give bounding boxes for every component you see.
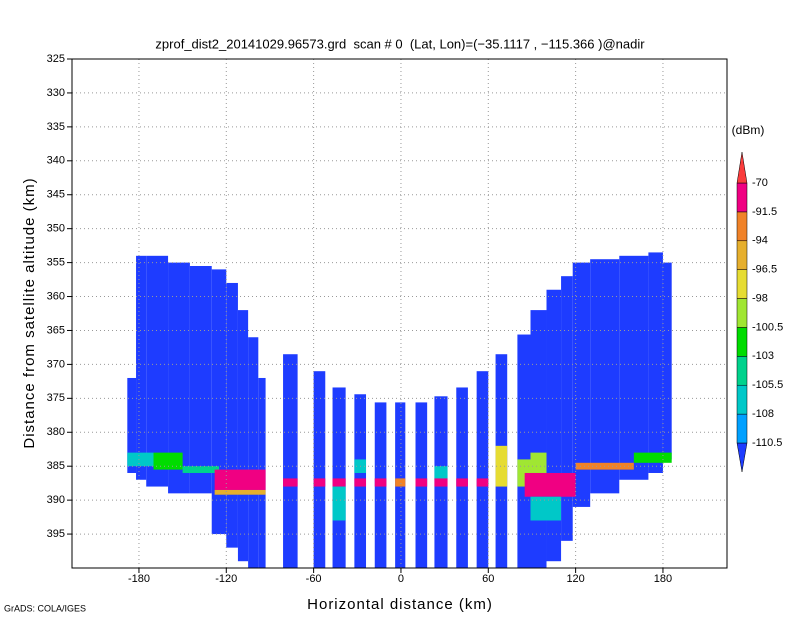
colorbar-tick-label: -91.5 [752, 206, 777, 218]
colorbar-tick-label: -105.5 [752, 379, 783, 391]
cell [530, 452, 547, 473]
cell [214, 489, 266, 495]
chart-title: zprof_dist2_20141029.96573.grd scan # 0 … [155, 36, 645, 51]
y-tick-label: 395 [47, 528, 65, 540]
plot-area [127, 252, 672, 568]
y-tick-label: 330 [47, 87, 65, 99]
cell [434, 478, 448, 487]
cell [633, 452, 672, 463]
cell [395, 478, 406, 487]
y-tick-label: 340 [47, 155, 65, 167]
cell [524, 472, 576, 497]
cell [313, 371, 326, 568]
colorbar-tick-label: -100.5 [752, 321, 783, 333]
colorbar-label: (dBm) [732, 123, 765, 137]
colorbar-segment [736, 269, 748, 299]
cell [332, 478, 346, 487]
cell [332, 387, 346, 568]
cell [456, 387, 468, 568]
cell [456, 478, 468, 487]
y-tick-label: 390 [47, 494, 65, 506]
cell [332, 486, 346, 521]
colorbar-segment [736, 384, 748, 415]
colorbar-segment [736, 442, 748, 473]
cell [136, 255, 147, 480]
cell [572, 262, 591, 507]
cell [354, 478, 367, 487]
colorbar-tick-label: -98 [752, 292, 768, 304]
x-tick-label: 180 [654, 573, 672, 585]
colorbar-tick-label: -70 [752, 177, 768, 189]
footer: GrADS: COLA/IGES [4, 603, 86, 613]
colorbar-segment [736, 356, 748, 386]
cell [127, 452, 154, 467]
colorbar-tick-label: -108 [752, 408, 774, 420]
colorbar-tick-label: -96.5 [752, 264, 777, 276]
x-tick-label: -60 [306, 573, 322, 585]
x-tick-label: 60 [482, 573, 494, 585]
cell [434, 466, 448, 480]
y-tick-label: 385 [47, 460, 65, 472]
cell [153, 452, 183, 470]
y-tick-label: 335 [47, 121, 65, 133]
x-tick-label: 0 [398, 573, 404, 585]
cell [374, 478, 387, 487]
y-tick-label: 345 [47, 189, 65, 201]
y-tick-label: 325 [47, 53, 65, 65]
y-tick-label: 360 [47, 290, 65, 302]
colorbar-segment [736, 151, 748, 184]
cell [226, 282, 238, 548]
x-tick-label: 120 [566, 573, 584, 585]
colorbar-segment [736, 327, 748, 357]
cell [248, 337, 259, 568]
colorbar-segment [736, 211, 748, 242]
cell [283, 478, 298, 487]
cell [182, 466, 220, 473]
cell [214, 469, 266, 490]
colorbar-segment [736, 240, 748, 270]
frame [71, 58, 728, 569]
x-axis-label: Horizontal distance (km) [307, 596, 493, 613]
cell [662, 262, 672, 460]
cell [415, 478, 428, 487]
cell [146, 255, 169, 487]
colorbar-tick-label: -110.5 [752, 437, 782, 449]
colorbar-segment [736, 413, 748, 444]
x-tick-label: -180 [128, 573, 150, 585]
y-tick-label: 370 [47, 358, 65, 370]
colorbar-segment [736, 182, 748, 213]
colorbar-segment [736, 298, 748, 328]
cell [237, 310, 249, 562]
cell [648, 252, 663, 473]
cell [590, 259, 620, 494]
y-tick-label: 380 [47, 426, 65, 438]
cell [530, 310, 547, 568]
cell [476, 371, 489, 568]
cell [189, 265, 212, 494]
colorbar-tick-label: -103 [752, 350, 774, 362]
x-tick-label: -120 [215, 573, 237, 585]
y-tick-label: 375 [47, 392, 65, 404]
y-tick-label: 355 [47, 257, 65, 269]
cell [283, 354, 298, 568]
cell [495, 445, 508, 487]
cell [313, 478, 326, 487]
cell [127, 377, 137, 473]
y-tick-label: 350 [47, 223, 65, 235]
cell [530, 496, 562, 521]
y-tick-label: 365 [47, 324, 65, 336]
y-axis-label: Distance from satellite altitude (km) [21, 177, 38, 448]
cell [561, 276, 573, 541]
colorbar-tick-label: -94 [752, 235, 768, 247]
cell [517, 334, 531, 568]
cell [476, 478, 489, 487]
cell [619, 255, 649, 480]
cell [168, 262, 190, 494]
